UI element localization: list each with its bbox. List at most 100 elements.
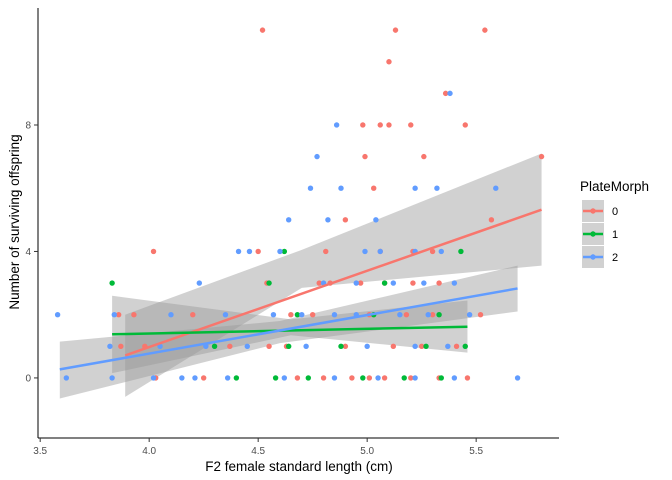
data-point-0 <box>316 280 322 286</box>
data-point-0 <box>392 27 399 33</box>
data-point-2 <box>451 280 458 286</box>
data-point-0 <box>408 122 414 128</box>
data-point-2 <box>331 375 338 381</box>
data-point-0 <box>342 217 349 223</box>
data-point-2 <box>285 217 292 223</box>
data-point-2 <box>270 311 277 318</box>
legend-key-2 <box>582 246 604 268</box>
data-point-0 <box>320 375 327 381</box>
legend-key-1 <box>582 223 604 245</box>
data-point-1 <box>423 343 429 350</box>
data-point-0 <box>150 248 157 255</box>
data-point-0 <box>309 311 316 318</box>
data-point-1 <box>381 280 388 286</box>
data-point-2 <box>438 248 444 255</box>
data-point-2 <box>397 311 403 318</box>
data-point-0 <box>538 153 545 160</box>
data-point-2 <box>277 248 283 255</box>
x-tick-label: 4.0 <box>142 446 156 457</box>
data-point-0 <box>429 311 436 318</box>
data-point-2 <box>107 343 113 350</box>
data-point-2 <box>451 375 458 381</box>
data-point-0 <box>436 280 442 286</box>
data-point-2 <box>425 311 431 318</box>
data-point-0 <box>421 153 427 160</box>
data-point-2 <box>192 375 198 381</box>
data-point-0 <box>410 280 416 286</box>
data-point-0 <box>118 343 124 350</box>
data-point-0 <box>488 217 495 223</box>
legend-label-0: 0 <box>612 206 618 218</box>
confidence-band-2 <box>59 265 518 399</box>
data-point-1 <box>294 311 301 318</box>
data-point-1 <box>285 343 292 350</box>
legend-label-1: 1 <box>612 229 618 241</box>
data-point-1 <box>211 343 218 350</box>
data-point-2 <box>314 153 320 160</box>
confidence-band-1 <box>112 295 468 374</box>
data-point-2 <box>307 185 314 191</box>
data-point-0 <box>464 375 471 381</box>
legend: PlateMorph 0 1 2 <box>580 179 649 268</box>
data-point-2 <box>196 280 203 286</box>
data-point-0 <box>227 343 233 350</box>
data-point-2 <box>412 343 418 350</box>
data-points <box>54 27 545 381</box>
data-point-2 <box>412 185 418 191</box>
data-point-0 <box>190 311 196 318</box>
data-point-0 <box>266 343 272 350</box>
data-point-0 <box>294 375 301 381</box>
data-point-2 <box>421 280 427 286</box>
data-point-1 <box>305 375 312 381</box>
x-axis-label: F2 female standard length (cm) <box>205 459 393 474</box>
data-point-0 <box>366 375 373 381</box>
data-point-2 <box>303 343 309 350</box>
data-point-2 <box>373 217 379 223</box>
data-point-0 <box>403 311 410 318</box>
data-point-2 <box>246 248 253 255</box>
data-point-2 <box>447 90 453 97</box>
data-point-2 <box>362 248 368 255</box>
data-point-2 <box>377 248 383 255</box>
data-point-0 <box>200 375 207 381</box>
data-point-1 <box>360 375 366 381</box>
data-point-2 <box>109 375 115 381</box>
data-point-1 <box>281 248 288 255</box>
data-point-2 <box>493 185 499 191</box>
data-point-2 <box>325 217 331 223</box>
data-point-0 <box>349 375 355 381</box>
data-point-0 <box>371 185 377 191</box>
data-point-0 <box>259 27 266 33</box>
y-tick-label: 0 <box>25 373 31 384</box>
data-point-1 <box>438 375 444 381</box>
data-point-1 <box>272 375 279 381</box>
data-point-2 <box>331 311 338 318</box>
data-point-0 <box>131 311 137 318</box>
regression-lines <box>59 208 542 371</box>
legend-title: PlateMorph <box>580 179 649 194</box>
legend-key-point <box>590 254 596 260</box>
data-point-2 <box>412 375 418 381</box>
data-point-2 <box>333 122 340 128</box>
data-point-2 <box>168 311 174 318</box>
data-point-0 <box>342 343 349 350</box>
data-point-0 <box>362 153 368 160</box>
x-tick-label: 3.5 <box>33 446 47 457</box>
data-point-0 <box>462 122 468 128</box>
data-point-0 <box>453 343 460 350</box>
data-point-2 <box>390 280 397 286</box>
data-point-0 <box>408 375 414 381</box>
x-tick-label: 5.5 <box>469 446 483 457</box>
y-axis-label: Number of surviving offspring <box>7 134 22 309</box>
data-point-2 <box>364 343 370 350</box>
data-point-2 <box>299 311 305 318</box>
data-point-2 <box>281 375 288 381</box>
data-point-0 <box>390 343 397 350</box>
data-point-2 <box>434 185 440 191</box>
data-point-2 <box>224 375 231 381</box>
data-point-0 <box>377 122 383 128</box>
data-point-0 <box>386 122 392 128</box>
data-point-1 <box>338 343 344 350</box>
data-point-1 <box>109 280 115 286</box>
